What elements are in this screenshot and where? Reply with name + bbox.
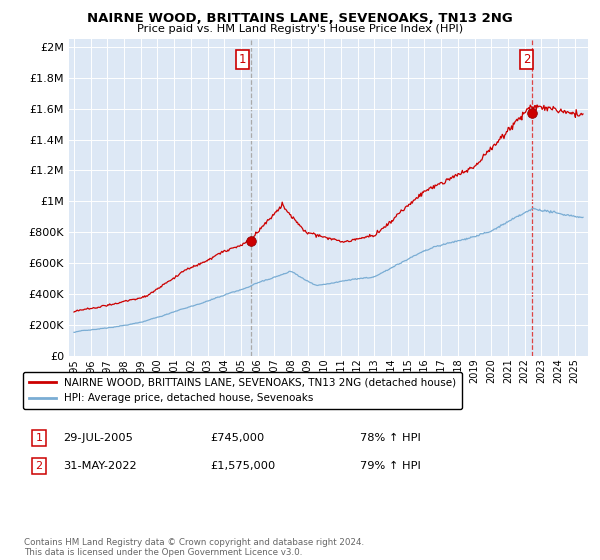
Text: 79% ↑ HPI: 79% ↑ HPI (360, 461, 421, 471)
Legend: NAIRNE WOOD, BRITTAINS LANE, SEVENOAKS, TN13 2NG (detached house), HPI: Average : NAIRNE WOOD, BRITTAINS LANE, SEVENOAKS, … (23, 372, 462, 409)
Text: 1: 1 (238, 53, 246, 66)
Text: NAIRNE WOOD, BRITTAINS LANE, SEVENOAKS, TN13 2NG: NAIRNE WOOD, BRITTAINS LANE, SEVENOAKS, … (87, 12, 513, 25)
Text: 29-JUL-2005: 29-JUL-2005 (63, 433, 133, 443)
Text: Price paid vs. HM Land Registry's House Price Index (HPI): Price paid vs. HM Land Registry's House … (137, 24, 463, 34)
Text: 2: 2 (35, 461, 43, 471)
Text: 2: 2 (523, 53, 530, 66)
Text: Contains HM Land Registry data © Crown copyright and database right 2024.
This d: Contains HM Land Registry data © Crown c… (24, 538, 364, 557)
Text: 1: 1 (35, 433, 43, 443)
Text: £745,000: £745,000 (210, 433, 264, 443)
Text: 31-MAY-2022: 31-MAY-2022 (63, 461, 137, 471)
Text: £1,575,000: £1,575,000 (210, 461, 275, 471)
Text: 78% ↑ HPI: 78% ↑ HPI (360, 433, 421, 443)
